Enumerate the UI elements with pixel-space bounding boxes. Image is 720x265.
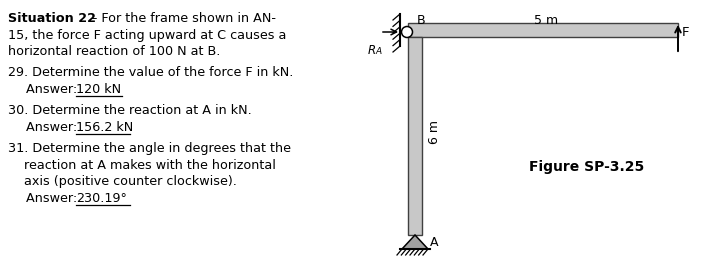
Text: F: F [682,26,690,39]
Text: axis (positive counter clockwise).: axis (positive counter clockwise). [8,175,237,188]
Text: A: A [430,236,438,249]
Text: 30. Determine the reaction at A in kN.: 30. Determine the reaction at A in kN. [8,104,252,117]
Text: Answer:: Answer: [26,121,81,134]
Text: 5 m: 5 m [534,14,559,27]
Bar [408,37,422,235]
Text: 230.19°: 230.19° [76,192,127,205]
Text: Situation 22: Situation 22 [8,12,96,25]
Text: – For the frame shown in AN-: – For the frame shown in AN- [87,12,276,25]
Text: reaction at A makes with the horizontal: reaction at A makes with the horizontal [8,159,276,172]
Text: 29. Determine the value of the force F in kN.: 29. Determine the value of the force F i… [8,67,293,80]
Text: 15, the force F acting upward at C causes a: 15, the force F acting upward at C cause… [8,29,287,42]
Text: 6 m: 6 m [428,121,441,144]
Text: horizontal reaction of 100 N at B.: horizontal reaction of 100 N at B. [8,45,220,58]
Circle shape [402,26,413,38]
Text: A: A [375,47,381,56]
Text: R: R [368,44,376,57]
Polygon shape [402,235,428,249]
Text: Answer:: Answer: [26,192,81,205]
Text: B: B [417,14,426,27]
Text: 156.2 kN: 156.2 kN [76,121,133,134]
Text: Answer:: Answer: [26,83,81,96]
Bar [408,23,678,37]
Text: 120 kN: 120 kN [76,83,121,96]
Text: Figure SP-3.25: Figure SP-3.25 [529,161,644,174]
Text: 31. Determine the angle in degrees that the: 31. Determine the angle in degrees that … [8,142,291,155]
